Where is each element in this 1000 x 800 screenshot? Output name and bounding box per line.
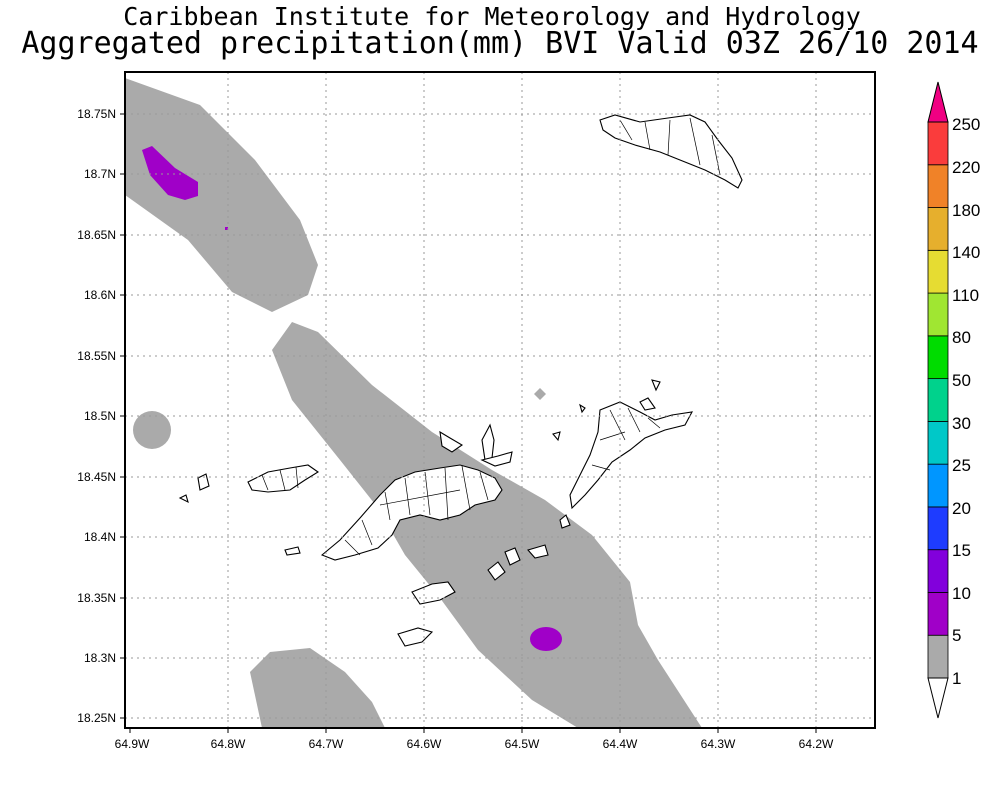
colorbar-swatch <box>927 463 949 508</box>
y-tick-label: 18.3N <box>84 651 116 665</box>
colorbar-swatch <box>927 249 949 294</box>
y-tick-label: 18.55N <box>77 349 116 363</box>
island-great-camanoe <box>439 430 464 453</box>
y-tick-label: 18.65N <box>77 228 116 242</box>
colorbar-label: 15 <box>952 541 971 560</box>
precip-southeast-core <box>530 627 562 651</box>
island-cooper <box>487 561 506 581</box>
colorbar-swatch <box>927 121 949 166</box>
precip-southwest-blob <box>250 648 385 728</box>
map-title: Caribbean Institute for Meteorology and … <box>123 2 861 31</box>
colorbar-label: 180 <box>952 201 980 220</box>
precip-northwest-core <box>142 146 198 200</box>
y-tick-label: 18.25N <box>77 711 116 725</box>
island-virgin-gorda <box>569 401 694 510</box>
colorbar-label: 30 <box>952 414 971 433</box>
tick-marks <box>120 113 817 733</box>
colorbar-label: 250 <box>952 115 980 134</box>
x-tick-label: 64.9W <box>115 737 150 751</box>
colorbar-swatch <box>927 506 949 551</box>
colorbar-swatch <box>927 335 949 380</box>
island-boundaries <box>261 117 721 556</box>
colorbar-label: 140 <box>952 243 980 262</box>
precip-northwest-band <box>125 78 318 312</box>
island-salt <box>504 547 521 566</box>
island-small-north <box>579 403 586 414</box>
precip-dot <box>225 227 228 230</box>
colorbar-label: 5 <box>952 626 961 645</box>
map-subtitle: Aggregated precipitation(mm) BVI Valid 0… <box>21 26 979 61</box>
colorbar-label: 25 <box>952 456 971 475</box>
x-tick-label: 64.6W <box>407 737 442 751</box>
plot-frame <box>124 71 876 729</box>
y-tick-label: 18.75N <box>77 107 116 121</box>
y-tick-label: 18.35N <box>77 591 116 605</box>
colorbar-label: 1 <box>952 669 961 688</box>
x-tick-label: 64.3W <box>701 737 736 751</box>
colorbar: 1 5 10 15 20 25 30 50 80 110 140 180 220… <box>927 81 980 719</box>
y-tick-label: 18.6N <box>84 288 116 302</box>
colorbar-bottom-arrow <box>927 677 949 719</box>
colorbar-swatch <box>927 549 949 593</box>
island-beef <box>480 451 513 467</box>
precip-west-blob <box>133 411 171 449</box>
colorbar-swatch <box>927 207 949 251</box>
colorbar-swatch <box>927 292 949 337</box>
x-tick-label: 64.4W <box>603 737 638 751</box>
colorbar-label: 110 <box>952 286 979 305</box>
y-tick-label: 18.45N <box>77 470 116 484</box>
colorbar-swatch <box>927 592 949 636</box>
colorbar-swatch <box>927 420 949 465</box>
island-little-jost <box>197 473 210 491</box>
islands <box>178 114 743 647</box>
grid-lines <box>125 72 875 728</box>
y-tick-label: 18.7N <box>84 167 116 181</box>
island-fallen-jerusalem <box>559 514 571 529</box>
plot-area <box>125 78 743 728</box>
colorbar-top-arrow <box>927 81 949 123</box>
island-peter <box>397 627 434 647</box>
x-tick-label: 64.8W <box>211 737 246 751</box>
island-anegada <box>599 114 743 189</box>
colorbar-label: 20 <box>952 499 971 518</box>
island-west-cay <box>178 494 189 504</box>
island-tortola <box>320 464 503 561</box>
precip-shading-5-10 <box>142 146 562 651</box>
precip-central-band <box>272 322 702 728</box>
y-axis-labels: 18.75N 18.7N 18.65N 18.6N 18.55N 18.5N 1… <box>77 107 116 725</box>
colorbar-label: 80 <box>952 328 971 347</box>
colorbar-label: 220 <box>952 158 980 177</box>
x-axis-labels: 64.9W 64.8W 64.7W 64.6W 64.5W 64.4W 64.3… <box>115 737 834 751</box>
island-small-mid <box>552 431 561 442</box>
y-tick-label: 18.4N <box>84 530 116 544</box>
x-tick-label: 64.7W <box>309 737 344 751</box>
colorbar-swatch <box>927 164 949 208</box>
island-east-cays <box>639 397 656 411</box>
island-necker <box>651 379 661 392</box>
island-small-west <box>284 546 301 556</box>
island-guana <box>481 423 495 461</box>
colorbar-swatch <box>927 634 949 679</box>
y-tick-label: 18.5N <box>84 409 116 423</box>
island-jost-van-dyke <box>247 464 320 493</box>
island-ginger <box>527 544 549 559</box>
precip-shading-1-5 <box>125 78 702 728</box>
colorbar-label: 10 <box>952 584 971 603</box>
x-tick-label: 64.2W <box>799 737 834 751</box>
colorbar-label: 50 <box>952 371 971 390</box>
precip-small-diamond <box>534 388 546 400</box>
island-norman <box>411 581 456 605</box>
colorbar-swatch <box>927 378 949 422</box>
x-tick-label: 64.5W <box>505 737 540 751</box>
